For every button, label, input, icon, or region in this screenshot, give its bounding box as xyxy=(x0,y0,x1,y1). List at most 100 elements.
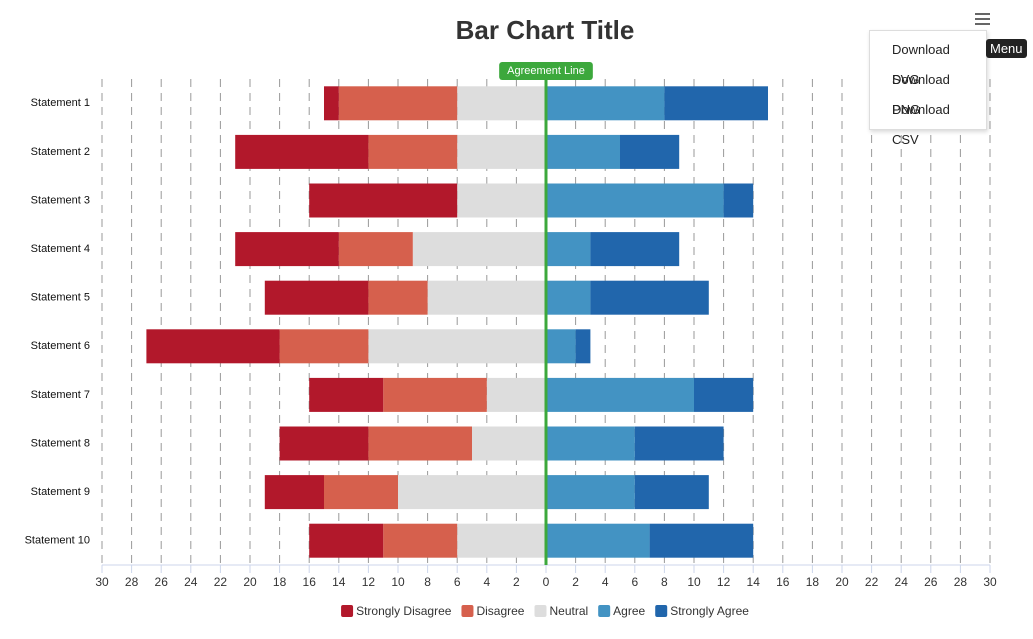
bar xyxy=(649,523,754,558)
y-tick-label: Statement 7 xyxy=(31,389,90,401)
x-tick-label: 26 xyxy=(155,575,169,589)
bar xyxy=(546,86,665,121)
bar xyxy=(546,232,591,267)
x-tick-label: 30 xyxy=(95,575,109,589)
bar xyxy=(546,183,724,218)
x-tick-label: 6 xyxy=(454,575,461,589)
legend-swatch xyxy=(534,605,547,617)
bar xyxy=(309,183,458,218)
bar xyxy=(338,86,458,121)
legend-swatch xyxy=(655,605,668,617)
menu-item[interactable]: Download PNG xyxy=(892,72,950,117)
bar xyxy=(590,280,709,315)
legend-label: Neutral xyxy=(549,604,588,618)
bar xyxy=(694,377,754,412)
bar xyxy=(546,475,635,510)
export-menu: Download SVG Download PNG Download CSV xyxy=(869,30,987,147)
x-tick-label: 4 xyxy=(602,575,609,589)
bar xyxy=(368,134,458,169)
x-tick-label: 14 xyxy=(332,575,346,589)
menu-item[interactable]: Download CSV xyxy=(892,102,950,147)
menu-tooltip: Menu xyxy=(986,39,1027,58)
legend-swatch xyxy=(598,605,611,617)
bar xyxy=(324,86,339,121)
menu-item[interactable]: Download SVG xyxy=(892,42,950,87)
x-tick-label: 12 xyxy=(717,575,731,589)
x-tick-label: 4 xyxy=(483,575,490,589)
x-tick-label: 2 xyxy=(513,575,520,589)
bar xyxy=(620,134,680,169)
x-tick-label: 22 xyxy=(214,575,228,589)
bar xyxy=(546,329,576,364)
bar xyxy=(309,377,384,412)
bar xyxy=(634,426,724,461)
y-tick-label: Statement 2 xyxy=(31,146,90,158)
bar xyxy=(457,523,546,558)
bar xyxy=(324,475,398,510)
bar xyxy=(235,232,339,267)
x-tick-label: 12 xyxy=(362,575,376,589)
x-tick-label: 8 xyxy=(424,575,431,589)
x-tick-label: 22 xyxy=(865,575,879,589)
legend-label: Strongly Agree xyxy=(670,604,749,618)
bar xyxy=(279,329,369,364)
x-tick-label: 26 xyxy=(924,575,938,589)
y-tick-label: Statement 4 xyxy=(31,243,90,255)
bar xyxy=(664,86,768,121)
x-tick-label: 10 xyxy=(391,575,405,589)
x-tick-label: 28 xyxy=(125,575,139,589)
bar xyxy=(309,523,384,558)
bar xyxy=(457,183,546,218)
x-tick-label: 6 xyxy=(631,575,638,589)
x-tick-label: 14 xyxy=(747,575,761,589)
bar xyxy=(546,134,620,169)
x-tick-label: 24 xyxy=(895,575,909,589)
bar xyxy=(634,475,709,510)
x-tick-label: 24 xyxy=(184,575,198,589)
x-tick-label: 0 xyxy=(543,575,550,589)
chart-title: Bar Chart Title xyxy=(456,15,635,45)
x-tick-label: 16 xyxy=(776,575,790,589)
bar xyxy=(546,280,591,315)
y-tick-label: Statement 5 xyxy=(31,292,90,304)
y-tick-label: Statement 10 xyxy=(25,535,90,547)
bar xyxy=(398,475,546,510)
legend-label: Disagree xyxy=(476,604,524,618)
bar xyxy=(383,523,458,558)
x-tick-label: 20 xyxy=(835,575,849,589)
bar xyxy=(412,232,546,267)
bar xyxy=(368,329,546,364)
bar xyxy=(235,134,369,169)
y-tick-label: Statement 8 xyxy=(31,437,90,449)
bar xyxy=(546,377,694,412)
bar xyxy=(427,280,546,315)
y-tick-label: Statement 1 xyxy=(31,97,90,109)
bar xyxy=(457,134,546,169)
x-tick-label: 20 xyxy=(243,575,257,589)
x-tick-label: 8 xyxy=(661,575,668,589)
plot-line-label: Agreement Line xyxy=(507,65,585,77)
legend: Strongly Disagree Disagree Neutral Agree Str… xyxy=(341,604,749,618)
legend-label: Agree xyxy=(613,604,645,618)
bar xyxy=(486,377,546,412)
x-tick-label: 2 xyxy=(572,575,579,589)
bar xyxy=(546,523,650,558)
bar xyxy=(723,183,754,218)
bar xyxy=(575,329,591,364)
bar xyxy=(383,377,487,412)
bar xyxy=(368,280,428,315)
y-tick-label: Statement 6 xyxy=(31,340,90,352)
x-tick-label: 16 xyxy=(303,575,317,589)
bar xyxy=(457,86,546,121)
bar xyxy=(264,475,324,510)
x-tick-label: 10 xyxy=(687,575,701,589)
legend-swatch xyxy=(461,605,474,617)
x-tick-label: 30 xyxy=(983,575,997,589)
bar xyxy=(146,329,280,364)
legend-swatch xyxy=(341,605,354,617)
plot-line-label-bg xyxy=(499,62,593,80)
menu-icon[interactable] xyxy=(970,8,994,30)
bar xyxy=(264,280,369,315)
bar xyxy=(368,426,472,461)
x-tick-label: 18 xyxy=(806,575,820,589)
